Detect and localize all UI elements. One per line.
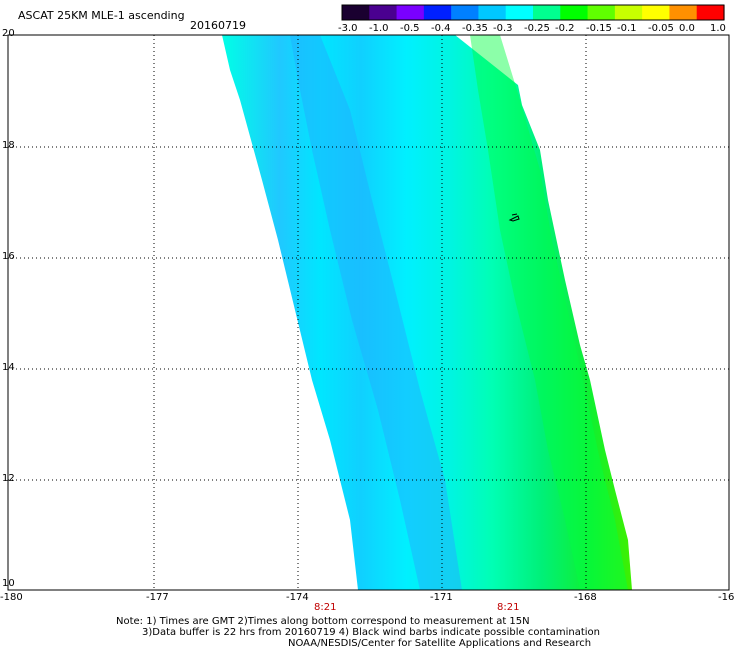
colorbar-tick-label: -3.0 <box>338 23 358 34</box>
lat-label-18: 18 <box>2 140 15 151</box>
colorbar-tick-label: -0.15 <box>586 23 612 34</box>
colorbar-frame <box>341 4 725 21</box>
swath-green-band <box>470 35 628 590</box>
time-label-1: 8:21 <box>314 602 337 613</box>
colorbar-segment <box>669 5 698 20</box>
time-label-2: 8:21 <box>497 602 520 613</box>
colorbar-tick-label: -0.05 <box>648 23 674 34</box>
map-frame <box>7 34 730 591</box>
wind-barb-icon <box>508 213 520 222</box>
colorbar-segment <box>642 5 671 20</box>
colorbar-segment <box>342 5 370 20</box>
colorbar-segment <box>614 5 643 20</box>
colorbar-segment <box>451 5 480 20</box>
lat-label-16: 16 <box>2 251 15 262</box>
colorbar-segment <box>423 5 452 20</box>
colorbar-tick-label: 1.0 <box>710 23 726 34</box>
colorbar-tick-label: -0.5 <box>400 23 420 34</box>
colorbar-tick-label: -0.25 <box>524 23 550 34</box>
colorbar-segment <box>369 5 398 20</box>
swath-blue-band <box>290 35 462 590</box>
colorbar-tick-label: -0.35 <box>462 23 488 34</box>
colorbar-segment <box>696 5 725 20</box>
colorbar-tick-label: -0.4 <box>431 23 451 34</box>
colorbar-tick-label: -1.0 <box>369 23 389 34</box>
colorbar-segment <box>396 5 425 20</box>
colorbar-segment <box>587 5 616 20</box>
note-line-3: NOAA/NESDIS/Center for Satellite Applica… <box>288 638 592 649</box>
colorbar-tick-label: 0.0 <box>679 23 695 34</box>
colorbar-segment <box>478 5 507 20</box>
product-title: ASCAT 25KM MLE-1 ascending <box>18 9 185 22</box>
lat-label-12: 12 <box>2 473 15 484</box>
lon-label-177: -177 <box>146 592 169 603</box>
colorbar-tick-label: -0.2 <box>555 23 575 34</box>
lon-label-174: -174 <box>286 592 309 603</box>
lat-label-10: 10 <box>2 578 15 589</box>
colorbar-segment <box>505 5 534 20</box>
colorbar-tick-label: -0.1 <box>617 23 637 34</box>
lon-label-171: -171 <box>430 592 453 603</box>
colorbar <box>341 4 725 21</box>
lat-label-20: 20 <box>2 28 15 39</box>
colorbar-tick-label: -0.3 <box>493 23 513 34</box>
grid-lines <box>8 35 729 590</box>
product-date: 20160719 <box>190 19 246 32</box>
lon-label-168: -168 <box>574 592 597 603</box>
lat-label-14: 14 <box>2 362 15 373</box>
lon-label-180: -180 <box>0 592 23 603</box>
note-line-2: 3)Data buffer is 22 hrs from 20160719 4)… <box>142 627 600 638</box>
colorbar-segment <box>533 5 561 20</box>
note-line-1: Note: 1) Times are GMT 2)Times along bot… <box>116 616 530 627</box>
lon-label-16: -16 <box>718 592 735 603</box>
colorbar-segment <box>560 5 589 20</box>
